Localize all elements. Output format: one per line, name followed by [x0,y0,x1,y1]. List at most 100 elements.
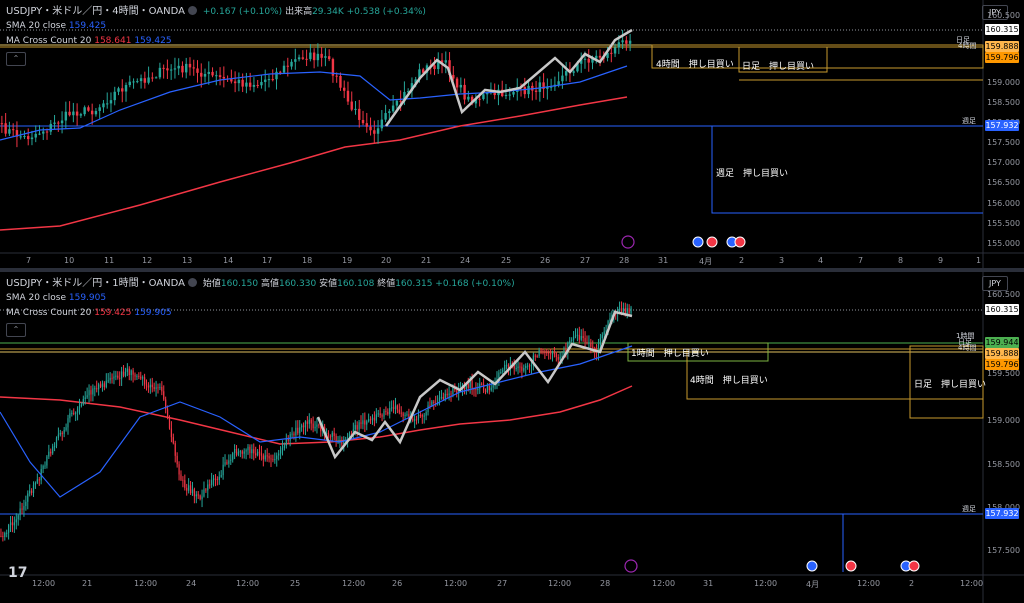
symbol-title[interactable]: USDJPY・米ドル／円・1時間・OANDA [6,278,185,289]
candle-body [369,419,372,421]
candle-body [178,464,180,475]
currency-button[interactable]: JPY [982,276,1008,291]
chart-pane-1h[interactable]: USDJPY・米ドル／円・1時間・OANDA 始値160.150 高値160.3… [0,272,1024,603]
candle-body [527,85,530,95]
level-label: 日足 [958,338,972,346]
candle-body [64,111,68,121]
candle-body [237,79,241,84]
currency-button[interactable]: JPY [982,5,1008,20]
candle-body [122,371,125,376]
candle-body [513,363,515,369]
candle-body [109,377,111,381]
candle-body [214,478,217,480]
candle-body [0,123,4,125]
price-chart-1h[interactable] [0,272,1024,603]
collapse-legend-button[interactable]: ⌃ [6,323,26,337]
symbol-title[interactable]: USDJPY・米ドル／円・4時間・OANDA [6,6,185,17]
candle-body [80,404,83,407]
volume-value: 29.34K [312,7,344,17]
candle-body [601,334,603,339]
candle-body [438,397,441,402]
zone-1h-box [627,342,769,362]
candle-body [98,107,101,111]
candle-body [139,78,143,82]
candle-body [243,451,245,454]
candle-body [621,40,624,43]
flag-event-icon [806,560,818,572]
candle-body [606,52,609,58]
candle-body [211,480,213,485]
candle-body [235,448,238,455]
candle-body [287,438,289,441]
candle-body [391,407,393,409]
candle-body [84,397,86,400]
candle-body [205,489,207,491]
legend-sma[interactable]: SMA 20 close 159.905 [6,292,106,304]
candle-body [546,352,548,354]
price-tag: 159.944 [985,337,1019,348]
level-label: 4時間 [958,344,977,352]
candle-body [504,94,508,97]
candle-body [485,93,489,95]
time-axis-label: 27 [580,256,591,265]
candle-body [136,375,138,377]
zigzag-line [384,28,633,127]
candle-body [30,137,34,140]
zone-weekly-box [711,126,983,214]
ma-cross-line [0,96,628,231]
time-axis-label: 17 [262,256,273,265]
candle-body [339,75,342,88]
candle-body [398,409,400,413]
pane-splitter[interactable] [0,268,1024,272]
candle-body [113,376,115,379]
candle-body [446,393,448,396]
flag-event-icon [706,236,718,248]
candle-body [25,501,27,507]
candle-body [101,383,104,387]
candle-body [504,364,506,370]
candle-body [75,412,77,414]
candle-body [523,87,526,95]
candle-body [383,410,385,417]
candle-body [134,374,136,377]
time-axis-label: 24 [460,256,471,265]
candle-body [200,72,203,77]
legend-ma-cross[interactable]: MA Cross Count 20 158.641 159.425 [6,35,172,47]
ma-cross-value-1: 158.641 [94,36,132,46]
candle-body [548,352,550,354]
time-axis-label: 2 [909,579,915,588]
candle-body [174,443,176,456]
candle-body [379,413,381,416]
candle-body [266,455,268,457]
candle-body [427,405,429,413]
candle-body [165,399,167,410]
candle-body [620,308,623,313]
price-axis-label: 158.000 [987,503,1020,512]
price-chart-4h[interactable] [0,0,1024,268]
chart-pane-4h[interactable]: USDJPY・米ドル／円・4時間・OANDA +0.167 (+0.10%) 出… [0,0,1024,268]
candle-body [471,380,473,389]
candle-body [193,489,196,497]
candle-body [103,383,105,388]
candle-body [580,59,583,64]
candle-body [264,79,267,82]
collapse-legend-button[interactable]: ⌃ [6,52,26,66]
candle-body [335,75,338,77]
zone-daily-box [909,345,984,419]
candle-body [151,384,153,388]
price-tag: 160.315 [985,24,1019,35]
time-axis-label: 26 [392,579,403,588]
candle-body [488,385,490,391]
candle-body [350,433,353,435]
legend-sma[interactable]: SMA 20 close 159.425 [6,20,106,32]
candle-body [564,71,568,76]
candle-body [189,485,192,494]
candle-body [473,388,475,390]
candle-body [385,410,387,412]
volume-label: 出来高 [285,7,313,17]
price-axis-label: 156.500 [987,178,1021,187]
candles-group [0,301,632,542]
candle-body [481,383,483,385]
price-axis-label: 158.500 [987,98,1021,107]
legend-ma-cross[interactable]: MA Cross Count 20 159.425 159.905 [6,307,172,319]
